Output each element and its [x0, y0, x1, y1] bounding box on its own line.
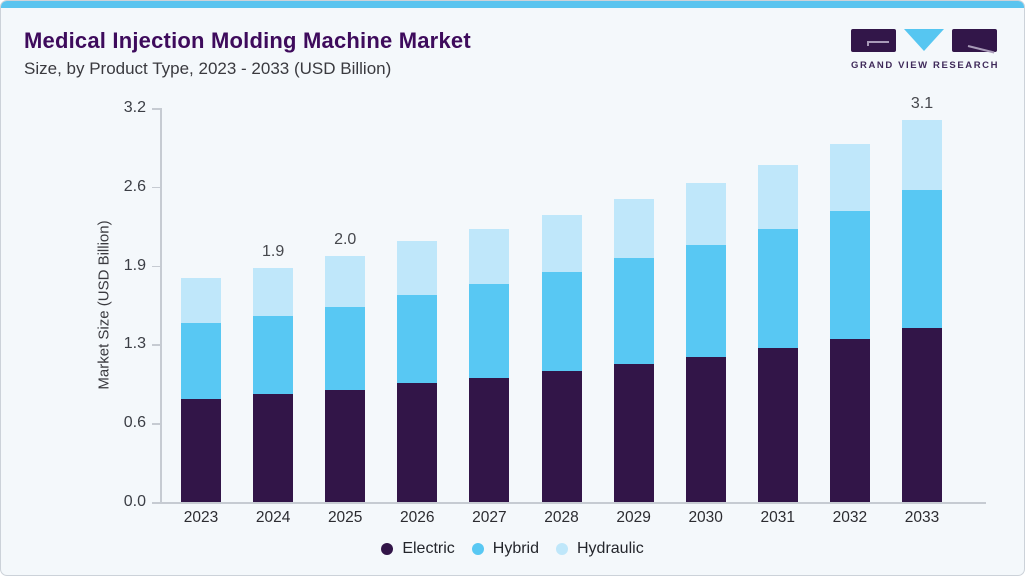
bar-segment-hybrid: [902, 190, 942, 329]
legend-dot-icon: [471, 543, 484, 555]
x-tick-label: 2030: [688, 509, 723, 526]
bar-total-label: 1.9: [261, 243, 285, 261]
gvr-g-block-icon: [851, 29, 896, 52]
bar-segment-electric: [253, 393, 294, 502]
bar-segment-hybrid: [469, 284, 510, 378]
legend-dot-icon: [381, 543, 394, 555]
bar-total-label: 2.0: [334, 230, 357, 248]
y-tick: [152, 108, 160, 110]
bar-segment-electric: [902, 328, 942, 502]
bar-segment-hybrid: [181, 323, 221, 399]
x-tick-label: 2029: [616, 509, 651, 526]
bar-segment-electric: [613, 364, 654, 502]
bar-segment-hybrid: [613, 258, 654, 365]
accent-top-bar: [1, 1, 1024, 8]
gvr-v-triangle-icon: [904, 29, 944, 51]
stacked-bar: [253, 268, 294, 502]
chart-header: Medical Injection Molding Machine Market…: [24, 28, 471, 79]
bar-segment-hydraulic: [613, 199, 654, 259]
bar-segment-hybrid: [541, 271, 582, 372]
x-tick-label: 2027: [472, 509, 507, 526]
stacked-bar: [541, 215, 582, 502]
bar-segment-electric: [181, 398, 221, 502]
brand-logo: GRAND VIEW RESEARCH: [851, 29, 1000, 71]
bar-segment-hydraulic: [829, 143, 870, 212]
bar-segment-hydraulic: [469, 228, 510, 285]
bar-segment-hybrid: [325, 307, 366, 390]
legend-item-hybrid: Hybrid: [471, 540, 539, 558]
y-tick-label: 1.9: [123, 256, 146, 274]
legend-item-electric: Electric: [381, 540, 455, 558]
legend-label: Hydraulic: [577, 540, 644, 557]
bar-segment-hybrid: [253, 316, 294, 394]
stacked-bar: [829, 143, 870, 502]
brand-name: GRAND VIEW RESEARCH: [851, 60, 1000, 71]
bar-total-label: 3.1: [910, 95, 934, 113]
bar-segment-electric: [757, 348, 798, 502]
x-tick-label: 2028: [544, 509, 579, 526]
bar-segment-electric: [397, 382, 438, 502]
y-tick: [152, 265, 160, 268]
legend-label: Electric: [402, 540, 455, 557]
stacked-bar: [613, 199, 654, 502]
y-tick: [152, 186, 160, 189]
chart-legend: Electric Hybrid Hydraulic: [1, 540, 1024, 558]
y-tick-label: 0.6: [123, 414, 146, 432]
stacked-bar: [181, 277, 221, 502]
page-subtitle: Size, by Product Type, 2023 - 2033 (USD …: [24, 59, 392, 79]
brand-logo-marks: [851, 29, 997, 54]
page-title: Medical Injection Molding Machine Market: [24, 28, 471, 53]
bar-segment-hydraulic: [757, 164, 798, 229]
y-tick-label: 3.2: [123, 99, 146, 116]
x-axis-line: [160, 502, 986, 504]
x-tick-label: 2026: [400, 509, 435, 526]
x-tick-label: 2032: [832, 509, 868, 526]
y-tick: [152, 502, 160, 504]
legend-item-hydraulic: Hydraulic: [556, 540, 644, 558]
x-tick-label: 2025: [327, 509, 363, 526]
x-tick-label: 2031: [760, 509, 796, 526]
bar-segment-electric: [541, 371, 582, 502]
y-axis-title: Market Size (USD Billion): [95, 220, 113, 390]
bar-segment-hydraulic: [325, 255, 366, 308]
x-tick-label: 2023: [183, 509, 219, 526]
bar-segment-electric: [685, 356, 726, 502]
x-tick-label: 2033: [904, 509, 940, 526]
stacked-bar: [325, 255, 366, 502]
stacked-bar: [469, 228, 510, 502]
bar-segment-hydraulic: [181, 277, 221, 324]
bar-segment-hybrid: [685, 244, 726, 357]
bar-segment-electric: [829, 339, 870, 502]
y-tick-label: 0.0: [123, 493, 146, 510]
bar-segment-electric: [469, 377, 510, 502]
gvr-r-block-icon: [952, 29, 997, 54]
stacked-bar: [397, 240, 438, 502]
bar-segment-hydraulic: [685, 183, 726, 245]
stacked-bar: [757, 164, 798, 502]
bar-segment-hydraulic: [253, 268, 294, 317]
bar-segment-hybrid: [397, 295, 438, 383]
y-axis-line: [160, 108, 162, 502]
x-tick-label: 2024: [255, 509, 291, 526]
y-tick-label: 2.6: [123, 177, 146, 195]
y-tick: [152, 423, 160, 425]
legend-label: Hybrid: [492, 540, 539, 557]
bar-segment-hydraulic: [397, 240, 438, 296]
stacked-bar: [685, 183, 726, 502]
bar-segment-hydraulic: [902, 120, 942, 191]
y-tick-label: 1.3: [123, 335, 146, 353]
stacked-bar: [902, 120, 942, 502]
bar-segment-hybrid: [829, 211, 870, 340]
bar-segment-hybrid: [757, 228, 798, 349]
y-tick: [152, 344, 160, 346]
bar-segment-hydraulic: [541, 215, 582, 272]
bar-segment-electric: [325, 389, 366, 502]
legend-dot-icon: [556, 543, 568, 555]
